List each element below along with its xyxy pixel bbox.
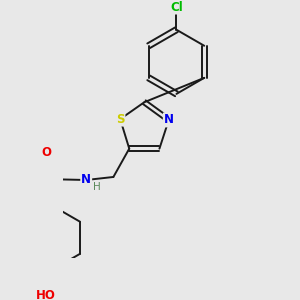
Text: Cl: Cl <box>170 1 183 13</box>
Text: S: S <box>116 112 124 126</box>
Text: N: N <box>81 173 91 187</box>
Text: O: O <box>41 146 51 159</box>
Text: N: N <box>164 113 174 126</box>
Text: HO: HO <box>36 289 56 300</box>
Text: H: H <box>93 182 100 192</box>
